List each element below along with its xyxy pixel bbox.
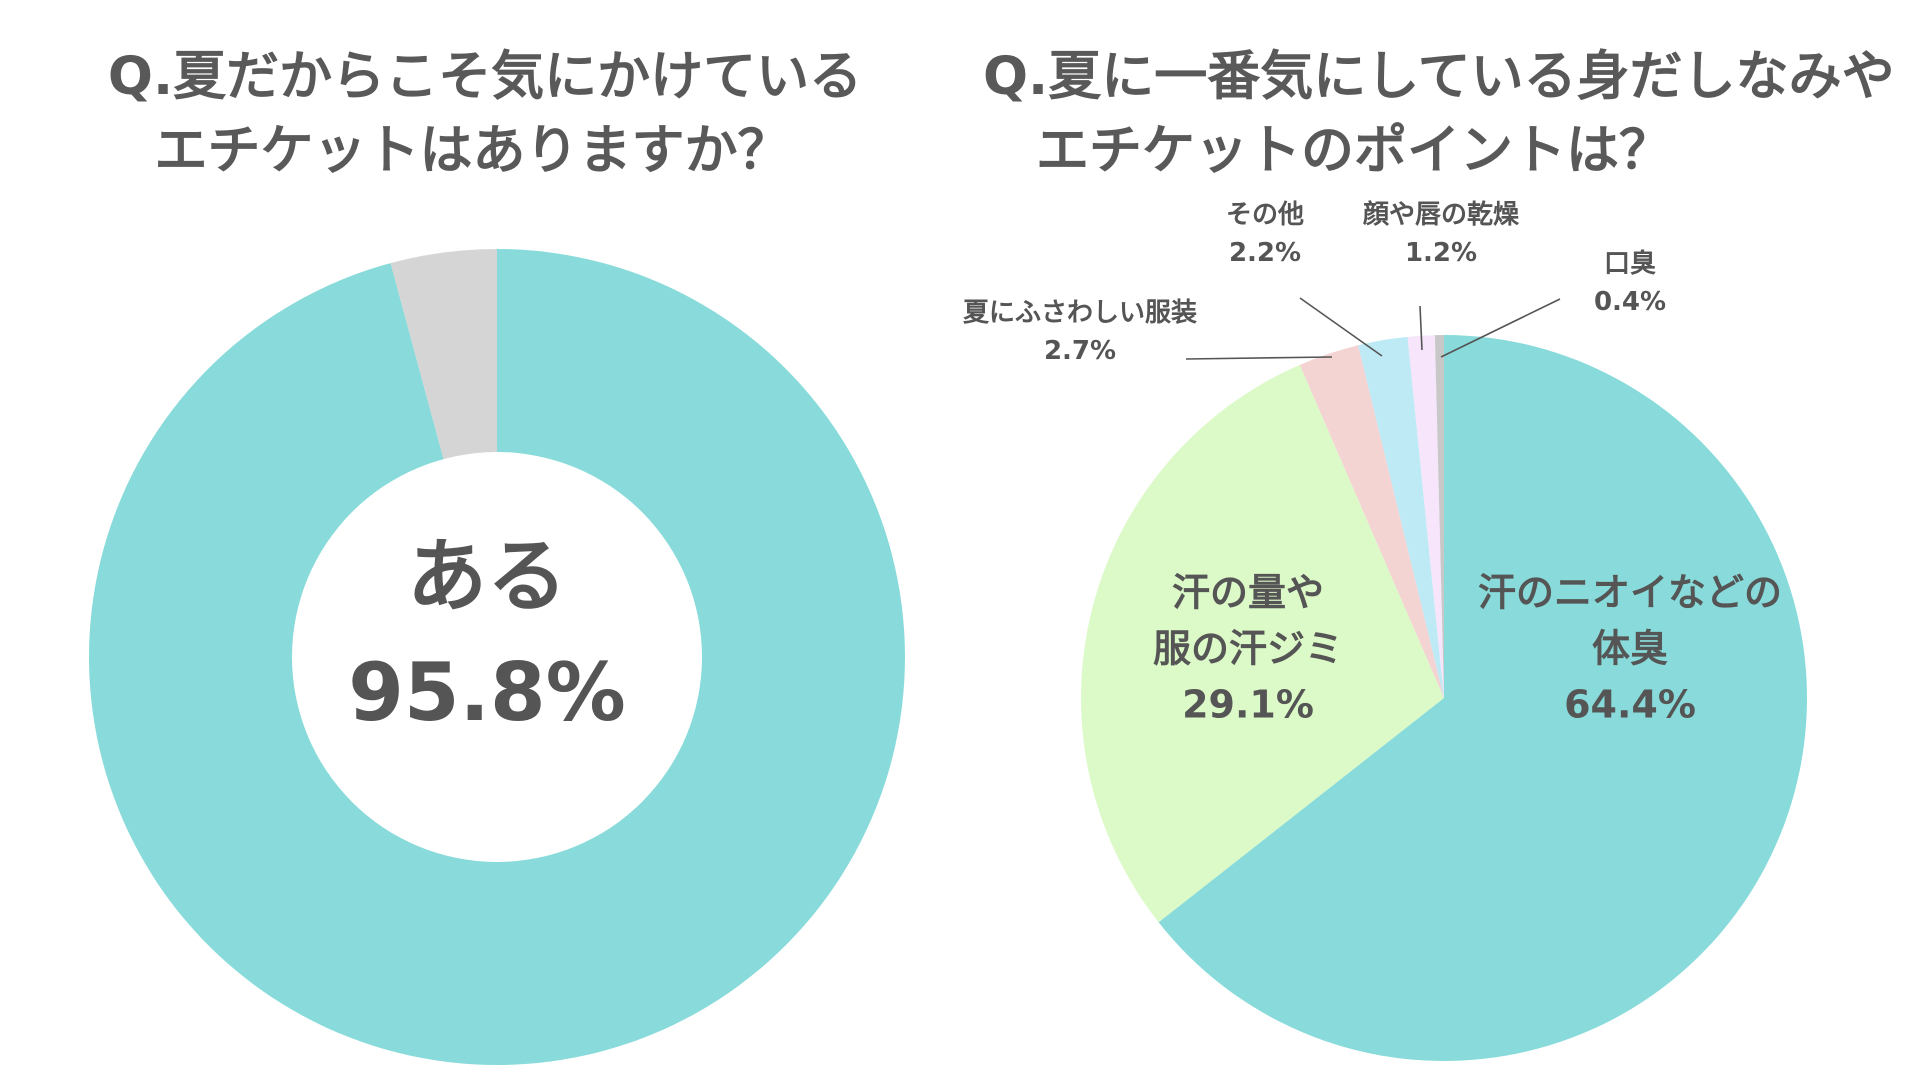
pie-slice-summer-clothes	[1299, 345, 1444, 698]
pie-value-label-dry-skin-lips: 1.2%	[1405, 238, 1477, 268]
pie-slice-bad-breath	[1434, 334, 1444, 698]
leader-line-dry-skin-lips	[1419, 305, 1423, 351]
pie-category-label-bad-breath: 口臭	[1604, 249, 1656, 279]
pie-value-label-other: 2.2%	[1229, 238, 1301, 268]
pie-category-label-summer-clothes: 夏にふさわしい服装	[963, 298, 1197, 328]
donut-hole	[292, 452, 702, 862]
pie-category-label-sweat-stains: 服の汗ジミ	[1153, 626, 1343, 670]
left-chart-title: Q.夏だからこそ気にかけている エチケットはありますか？	[0, 40, 970, 188]
pie-label-summer-clothes: 夏にふさわしい服装 2.7%	[963, 298, 1197, 366]
pie-slice-dry-skin-lips	[1407, 335, 1444, 698]
leader-line-bad-breath	[1440, 298, 1561, 358]
pie-category-label-body-odor: 体臭	[1592, 626, 1668, 670]
leader-line-other	[1299, 297, 1383, 357]
left-title-line-1: Q.夏だからこそ気にかけている	[107, 46, 863, 107]
pie-value-label-sweat-stains: 29.1%	[1182, 682, 1314, 726]
pie-label-other: その他 2.2%	[1226, 200, 1304, 268]
right-title-line-1: Q.夏に一番気にしている身だしなみや	[983, 46, 1895, 107]
pie-value-label-body-odor: 64.4%	[1564, 682, 1696, 726]
pie-category-label-other: その他	[1226, 200, 1304, 230]
pie-category-label-sweat-stains: 汗の量や	[1172, 570, 1324, 614]
pie-slice-sweat-stains	[1081, 364, 1444, 923]
pie-category-label-body-odor: 汗のニオイなどの	[1478, 570, 1782, 614]
pie-value-label-summer-clothes: 2.7%	[1044, 336, 1116, 366]
donut-center-value: 95.8%	[348, 646, 626, 739]
right-title-line-2: エチケットのポイントは？	[1036, 120, 1672, 181]
pie-value-label-bad-breath: 0.4%	[1594, 287, 1666, 317]
left-title-line-2: エチケットはありますか？	[154, 120, 791, 181]
right-chart-title: Q.夏に一番気にしている身だしなみや エチケットのポイントは？	[983, 40, 1895, 188]
pie-slice-body-odor	[1158, 335, 1808, 1062]
pie-label-bad-breath: 口臭 0.4%	[1594, 249, 1666, 317]
donut-chart: ある 95.8%	[88, 249, 905, 1065]
pie-label-dry-skin-lips: 顔や唇の乾燥 1.2%	[1363, 200, 1520, 268]
donut-center-label: ある	[407, 530, 567, 623]
pie-slice-other	[1358, 336, 1444, 698]
leader-line-summer-clothes	[1185, 356, 1333, 360]
pie-category-label-dry-skin-lips: 顔や唇の乾燥	[1363, 200, 1520, 230]
